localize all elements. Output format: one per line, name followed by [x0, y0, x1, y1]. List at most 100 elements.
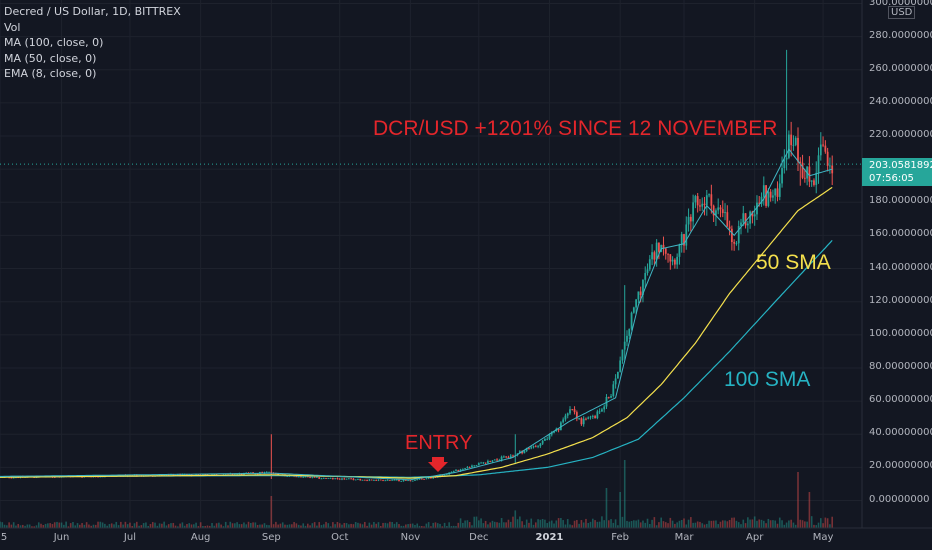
- volume-bar: [452, 525, 455, 528]
- volume-bar: [193, 524, 195, 528]
- candle-body: [662, 244, 665, 249]
- volume-bar: [350, 523, 352, 528]
- volume-bar: [450, 526, 453, 528]
- volume-bar: [772, 520, 774, 528]
- volume-bar: [259, 524, 261, 528]
- volume-bar: [56, 521, 58, 528]
- volume-bar: [79, 524, 81, 528]
- volume-bar: [252, 522, 254, 528]
- candle-body: [824, 145, 827, 152]
- candle-body: [685, 224, 688, 246]
- candle-body: [571, 409, 574, 411]
- volume-bars: [0, 460, 833, 528]
- candle-body: [423, 478, 425, 480]
- legend-volume[interactable]: Vol: [4, 20, 21, 34]
- candle-body: [726, 212, 729, 227]
- volume-bar: [338, 523, 341, 528]
- volume-bar: [154, 522, 156, 528]
- volume-bar: [630, 521, 633, 528]
- volume-bar: [619, 492, 621, 528]
- volume-bar: [288, 524, 291, 528]
- volume-bar: [610, 519, 612, 528]
- candle-body: [756, 202, 758, 215]
- volume-bar: [172, 522, 175, 528]
- candle-body: [619, 360, 622, 372]
- volume-bar: [51, 524, 54, 528]
- volume-bar: [446, 525, 448, 528]
- legend-ma100[interactable]: MA (100, close, 0): [4, 36, 104, 49]
- candle-body: [265, 472, 268, 473]
- volume-bar: [63, 524, 65, 528]
- volume-bar: [31, 526, 33, 528]
- candle-body: [53, 477, 56, 478]
- candle-body: [297, 476, 300, 478]
- volume-bar: [386, 523, 389, 528]
- volume-bar: [601, 516, 603, 528]
- candle-body: [336, 478, 339, 480]
- volume-bar: [88, 524, 90, 528]
- volume-bar: [489, 522, 491, 528]
- candle-body: [12, 477, 15, 479]
- time-tick-label: Mar: [674, 532, 694, 543]
- volume-bar: [1, 522, 4, 528]
- volume-bar: [12, 522, 15, 528]
- volume-bar: [728, 519, 731, 528]
- candle-body: [341, 478, 343, 480]
- candle-body: [799, 161, 802, 163]
- volume-bar: [548, 521, 551, 528]
- volume-bar: [204, 526, 206, 528]
- volume-bar: [332, 522, 334, 528]
- volume-bar: [690, 517, 692, 528]
- volume-bar: [623, 460, 626, 528]
- candle-body: [712, 205, 715, 216]
- volume-bar: [94, 524, 97, 528]
- time-tick-label: May: [812, 532, 834, 543]
- volume-bar: [265, 524, 268, 528]
- volume-bar: [206, 525, 209, 528]
- volume-bar: [106, 525, 108, 528]
- volume-bar: [231, 523, 234, 528]
- volume-bar: [794, 524, 797, 528]
- volume-bar: [69, 523, 72, 528]
- candle-body: [363, 479, 366, 481]
- candle-body: [667, 253, 669, 255]
- moving-average-lines: [0, 148, 833, 481]
- volume-bar: [313, 522, 316, 528]
- candle-body: [487, 460, 489, 463]
- candle-body: [441, 475, 444, 476]
- candle-body: [338, 478, 341, 480]
- volume-bar: [541, 518, 544, 528]
- volume-bar: [605, 488, 608, 528]
- price-tick-label: 140.00000000: [869, 261, 932, 273]
- candle-body: [316, 477, 318, 478]
- candle-body: [740, 222, 742, 226]
- volume-bar: [765, 523, 767, 528]
- volume-bar: [345, 523, 348, 528]
- volume-bar: [151, 522, 154, 528]
- volume-bar: [263, 523, 266, 528]
- candle-body: [414, 479, 416, 481]
- candle-body: [614, 378, 617, 385]
- legend-symbol[interactable]: Decred / US Dollar, 1D, BITTREX: [4, 5, 181, 18]
- volume-bar: [532, 524, 535, 528]
- annotation-50-sma: 50 SMA: [756, 251, 831, 274]
- candle-body: [493, 459, 496, 461]
- candle-body: [553, 431, 555, 433]
- candle-body: [596, 411, 599, 419]
- candle-body: [477, 463, 480, 466]
- candle-body: [402, 480, 405, 482]
- volume-bar: [637, 519, 640, 528]
- volume-bar: [503, 522, 505, 528]
- volume-bar: [464, 520, 466, 528]
- legend-ema8[interactable]: EMA (8, close, 0): [4, 67, 97, 80]
- legend-ma50[interactable]: MA (50, close, 0): [4, 51, 97, 65]
- candle-body: [254, 473, 257, 475]
- candle-body: [699, 205, 701, 207]
- currency-badge[interactable]: USD: [888, 6, 916, 19]
- candle-body: [455, 470, 457, 471]
- candle-body: [393, 479, 396, 481]
- candle-body: [213, 474, 216, 476]
- candle-body: [585, 418, 587, 420]
